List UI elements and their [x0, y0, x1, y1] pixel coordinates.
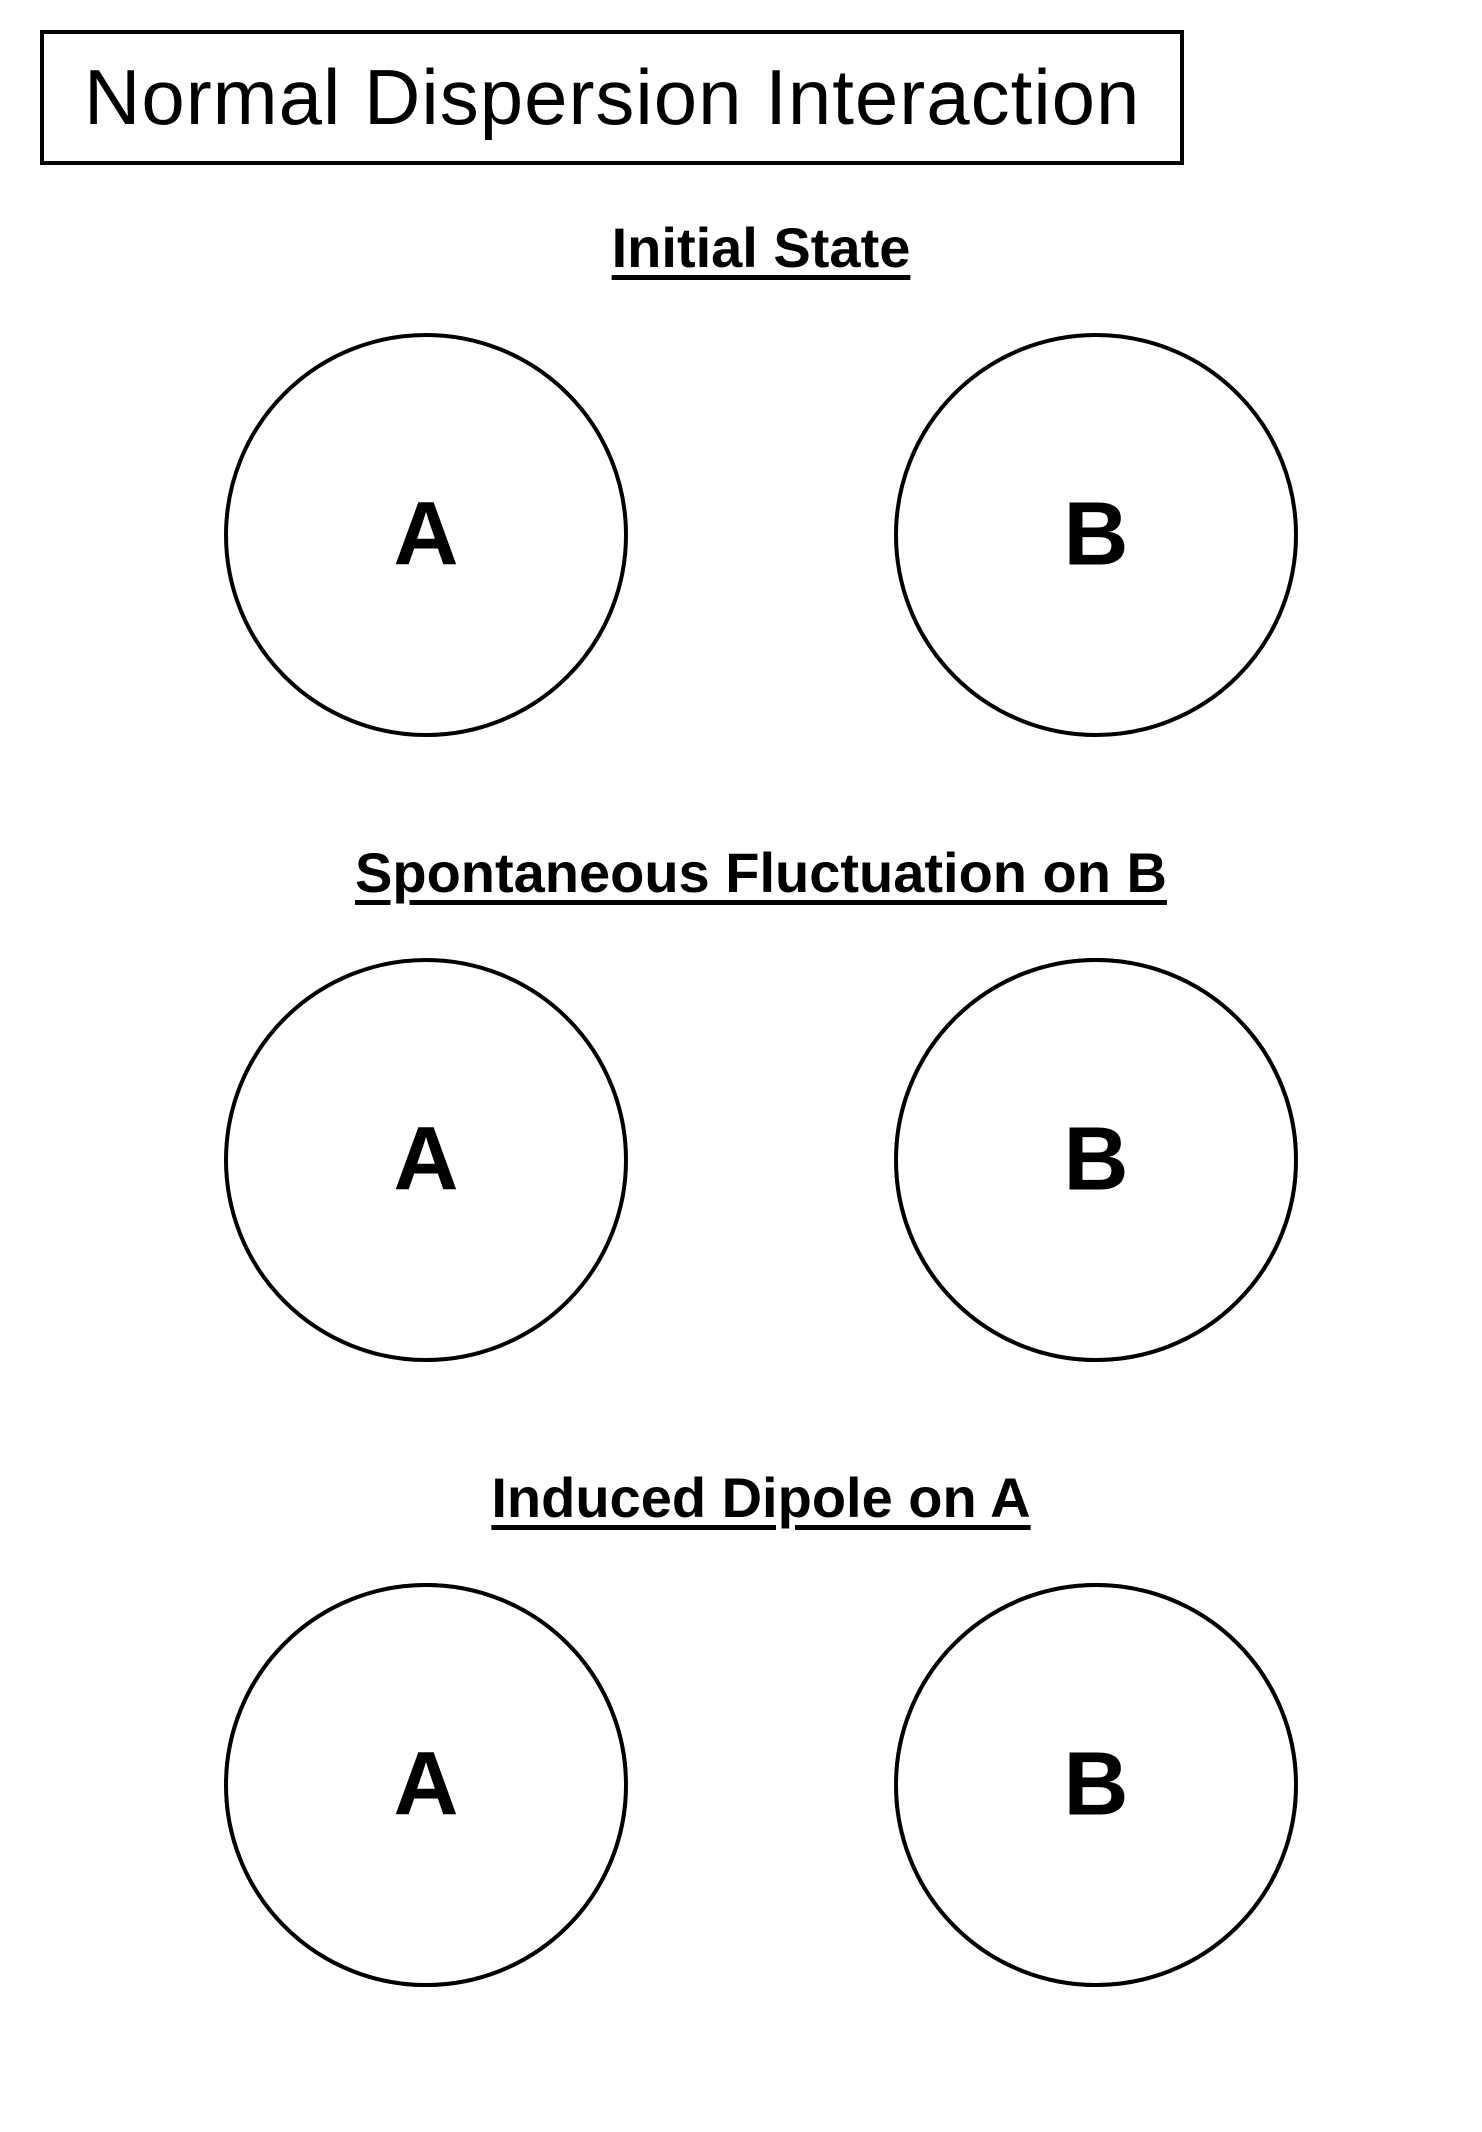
- atom-label: B: [1064, 1734, 1129, 1837]
- atom-B: B: [871, 310, 1321, 760]
- section-spontaneous: Spontaneous Fluctuation on B A B: [20, 840, 1482, 1385]
- atom-A: A: [201, 1560, 651, 2010]
- atom-A: A: [201, 310, 651, 760]
- atom-A: A: [201, 935, 651, 1385]
- section-induced: Induced Dipole on A A B: [20, 1465, 1482, 2010]
- circle-row: A B: [20, 935, 1482, 1385]
- title-box: Normal Dispersion Interaction: [40, 30, 1184, 165]
- atom-label: B: [1064, 484, 1129, 587]
- atom-label: A: [394, 1734, 459, 1837]
- atom-label: A: [394, 1109, 459, 1212]
- section-heading: Initial State: [612, 215, 911, 280]
- circle-row: A B: [20, 310, 1482, 760]
- section-heading: Spontaneous Fluctuation on B: [355, 840, 1167, 905]
- atom-B: B: [871, 935, 1321, 1385]
- atom-label: A: [394, 484, 459, 587]
- atom-B: B: [871, 1560, 1321, 2010]
- diagram-page: Normal Dispersion Interaction Initial St…: [20, 20, 1482, 2010]
- circle-row: A B: [20, 1560, 1482, 2010]
- section-initial: Initial State A B: [20, 215, 1482, 760]
- page-title: Normal Dispersion Interaction: [84, 53, 1140, 141]
- atom-label: B: [1064, 1109, 1129, 1212]
- section-heading: Induced Dipole on A: [491, 1465, 1030, 1530]
